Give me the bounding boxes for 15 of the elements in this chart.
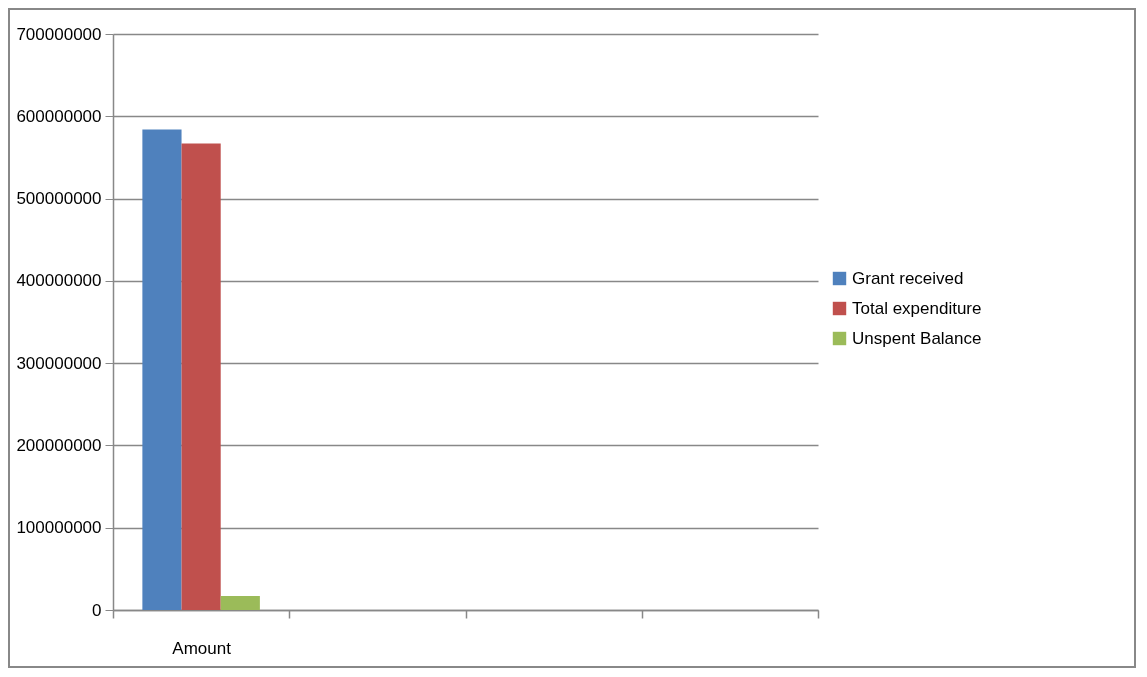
bar (181, 143, 221, 610)
y-tick-label: 0 (92, 600, 102, 620)
y-tick-label: 600000000 (16, 106, 102, 126)
legend-label: Grant received (852, 268, 964, 288)
legend-label: Total expenditure (852, 298, 982, 318)
y-tick-label: 700000000 (16, 24, 102, 44)
y-tick-label: 100000000 (16, 518, 102, 538)
y-tick-label: 400000000 (16, 271, 102, 291)
y-tick-label: 200000000 (16, 435, 102, 455)
bar (142, 129, 182, 610)
y-tick-label: 500000000 (16, 189, 102, 209)
y-tick-label: 300000000 (16, 353, 102, 373)
legend-label: Unspent Balance (852, 328, 982, 348)
x-tick-label: Amount (172, 638, 232, 658)
bar (220, 596, 260, 610)
